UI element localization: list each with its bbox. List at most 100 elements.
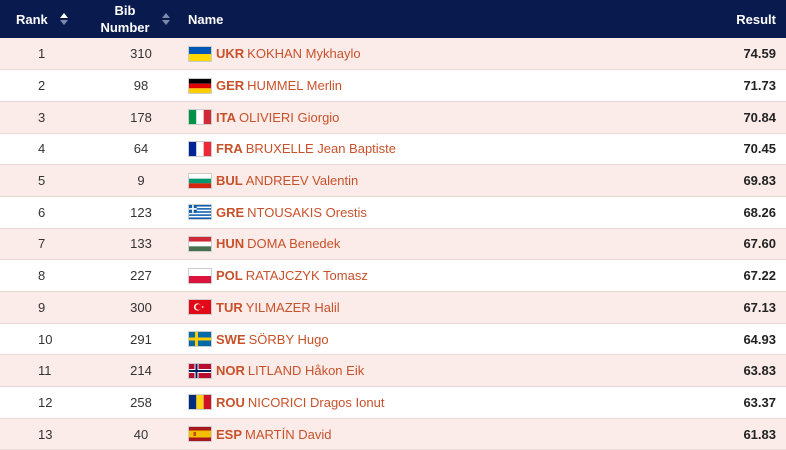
- country-code: BUL: [216, 173, 243, 189]
- country-code: GRE: [216, 204, 245, 220]
- country-code: ITA: [216, 109, 236, 125]
- result-cell: 63.37: [656, 387, 786, 419]
- tur-flag-icon: [188, 299, 212, 316]
- nor-flag-icon: [188, 362, 212, 379]
- hun-flag-icon: [188, 235, 212, 252]
- sort-icon[interactable]: [59, 13, 68, 25]
- table-row[interactable]: 5 9 BUL ANDREEV Valentin 69.83: [0, 164, 786, 197]
- rank-value: 7: [38, 236, 46, 252]
- bib-value: 214: [130, 363, 152, 379]
- result-value: 70.84: [743, 109, 776, 125]
- athlete-name-link[interactable]: NTOUSAKIS Orestis: [247, 204, 367, 220]
- fra-flag-icon: [188, 140, 212, 157]
- bib-cell: 133: [88, 228, 182, 260]
- bib-value: 98: [133, 78, 149, 94]
- table-header: Rank Bib Number Name Result: [0, 0, 786, 38]
- athlete-name-link[interactable]: HUMMEL Merlin: [247, 78, 343, 94]
- table-row[interactable]: 7 133 HUN DOMA Benedek 67.60: [0, 228, 786, 260]
- rank-value: 2: [38, 78, 46, 94]
- bib-value: 291: [130, 331, 152, 347]
- rank-value: 5: [38, 173, 46, 189]
- result-cell: 71.73: [656, 70, 786, 102]
- table-row[interactable]: 13 40 ESP MARTÍN David 61.83: [0, 418, 786, 450]
- bib-value: 178: [130, 109, 152, 125]
- bib-cell: 178: [88, 101, 182, 133]
- name-header-label: Name: [188, 11, 224, 27]
- name-cell: ITA OLIVIERI Giorgio: [182, 101, 656, 133]
- athlete-name-link[interactable]: SÖRBY Hugo: [248, 331, 329, 347]
- rou-flag-icon: [188, 394, 212, 411]
- name-cell: ROU NICORICI Dragos Ionut: [182, 387, 656, 419]
- rank-cell: 4: [0, 133, 88, 165]
- table-row[interactable]: 6 123 GRE NTOUSAKIS Orestis 68.26: [0, 196, 786, 229]
- country-code: GER: [216, 78, 245, 94]
- rank-column-header[interactable]: Rank: [0, 0, 88, 38]
- result-cell: 74.59: [656, 38, 786, 70]
- result-cell: 70.45: [656, 133, 786, 165]
- name-cell: UKR KOKHAN Mykhaylo: [182, 38, 656, 70]
- bib-header-label-line2: Number: [100, 20, 150, 35]
- bib-cell: 123: [88, 196, 182, 228]
- result-value: 74.59: [743, 46, 776, 62]
- header-row: Rank Bib Number Name Result: [0, 0, 786, 38]
- bib-header-label-line1: Bib: [114, 3, 136, 18]
- rank-header-label: Rank: [16, 11, 48, 27]
- result-column-header: Result: [656, 0, 786, 38]
- name-cell: NOR LITLAND Håkon Eik: [182, 355, 656, 387]
- athlete-name-link[interactable]: NICORICI Dragos Ionut: [247, 394, 385, 410]
- athlete-name-link[interactable]: OLIVIERI Giorgio: [238, 109, 340, 125]
- bib-cell: 40: [88, 418, 182, 450]
- bib-value: 64: [133, 141, 149, 157]
- rank-cell: 9: [0, 292, 88, 324]
- result-value: 67.60: [743, 236, 776, 252]
- sort-icon[interactable]: [161, 13, 170, 25]
- name-cell: GRE NTOUSAKIS Orestis: [182, 196, 656, 228]
- rank-value: 3: [38, 109, 46, 125]
- rank-cell: 12: [0, 387, 88, 419]
- result-cell: 64.93: [656, 323, 786, 355]
- bib-column-header[interactable]: Bib Number: [88, 0, 182, 38]
- table-row[interactable]: 12 258 ROU NICORICI Dragos Ionut 63.37: [0, 386, 786, 419]
- table-row[interactable]: 3 178 ITA OLIVIERI Giorgio 70.84: [0, 101, 786, 134]
- table-row[interactable]: 4 64 FRA BRUXELLE Jean Baptiste 70.45: [0, 133, 786, 165]
- result-cell: 70.84: [656, 101, 786, 133]
- country-code: FRA: [216, 141, 243, 157]
- country-code: TUR: [216, 299, 243, 315]
- result-value: 61.83: [743, 426, 776, 442]
- ger-flag-icon: [188, 77, 212, 94]
- bib-value: 227: [130, 268, 152, 284]
- athlete-name-link[interactable]: DOMA Benedek: [247, 236, 341, 252]
- result-value: 63.37: [743, 394, 776, 410]
- pol-flag-icon: [188, 267, 212, 284]
- athlete-name-link[interactable]: BRUXELLE Jean Baptiste: [245, 141, 397, 157]
- result-cell: 67.13: [656, 292, 786, 324]
- athlete-name-link[interactable]: KOKHAN Mykhaylo: [247, 46, 361, 62]
- table-row[interactable]: 11 214 NOR LITLAND Håkon Eik 63.83: [0, 354, 786, 387]
- country-code: ESP: [216, 426, 243, 442]
- bib-cell: 300: [88, 292, 182, 324]
- table-row[interactable]: 1 310 UKR KOKHAN Mykhaylo 74.59: [0, 38, 786, 70]
- rank-value: 10: [38, 331, 53, 347]
- table-row[interactable]: 2 98 GER HUMMEL Merlin 71.73: [0, 69, 786, 102]
- bib-cell: 258: [88, 387, 182, 419]
- athlete-name-link[interactable]: YILMAZER Halil: [245, 299, 340, 315]
- result-value: 67.13: [743, 299, 776, 315]
- rank-value: 13: [38, 426, 53, 442]
- bib-cell: 291: [88, 323, 182, 355]
- rank-cell: 6: [0, 196, 88, 228]
- table-row[interactable]: 8 227 POL RATAJCZYK Tomasz 67.22: [0, 259, 786, 292]
- athlete-name-link[interactable]: MARTÍN David: [245, 426, 332, 442]
- athlete-name-link[interactable]: LITLAND Håkon Eik: [247, 363, 365, 379]
- rank-value: 8: [38, 268, 46, 284]
- result-cell: 63.83: [656, 355, 786, 387]
- result-value: 68.26: [743, 204, 776, 220]
- table-row[interactable]: 9 300 TUR YILMAZER Halil 67.13: [0, 291, 786, 324]
- gre-flag-icon: [188, 204, 212, 221]
- result-value: 64.93: [743, 331, 776, 347]
- athlete-name-link[interactable]: RATAJCZYK Tomasz: [245, 268, 368, 284]
- athlete-name-link[interactable]: ANDREEV Valentin: [245, 173, 359, 189]
- bib-cell: 64: [88, 133, 182, 165]
- table-row[interactable]: 10 291 SWE SÖRBY Hugo 64.93: [0, 323, 786, 355]
- result-cell: 69.83: [656, 165, 786, 197]
